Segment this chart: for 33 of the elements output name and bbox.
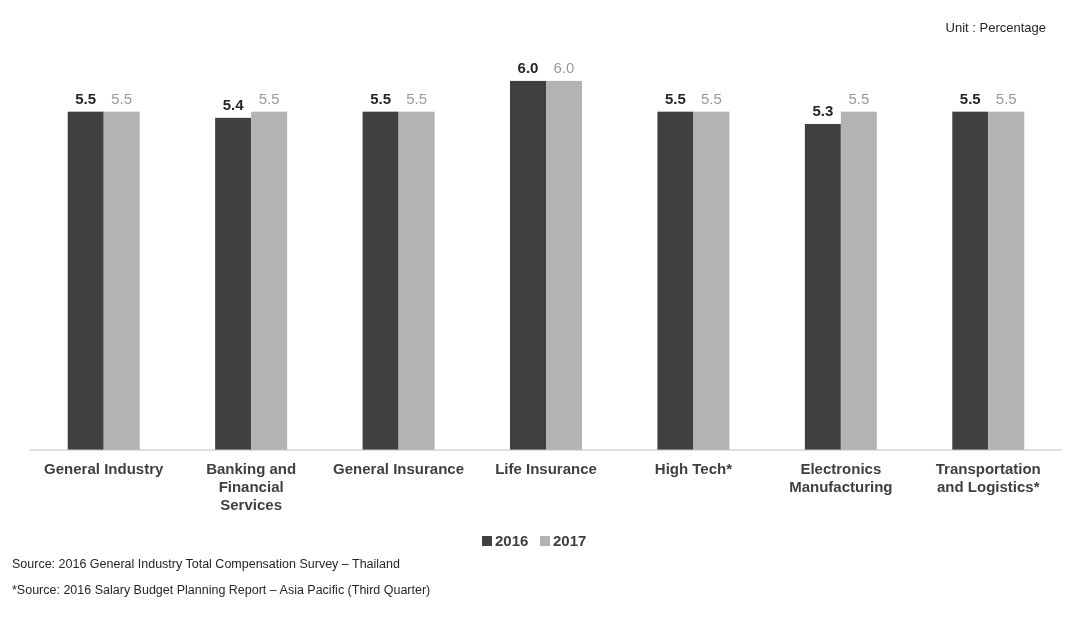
- bar: [657, 111, 694, 450]
- bar: [510, 80, 546, 450]
- data-label: 5.5: [665, 89, 686, 107]
- data-label: 5.5: [258, 89, 280, 107]
- legend-label: 2017: [553, 532, 587, 549]
- x-tick-label: General Insurance: [333, 460, 465, 477]
- data-label: 5.5: [848, 89, 870, 107]
- data-label: 5.3: [812, 101, 834, 119]
- data-label: 6.0: [553, 58, 575, 76]
- data-label: 5.5: [701, 89, 722, 107]
- x-tick-label: Transportation and Logistics*: [935, 460, 1041, 495]
- x-tick-label: Electronics Manufacturing: [789, 460, 893, 495]
- data-label: 6.0: [517, 58, 539, 76]
- bar: [952, 111, 989, 450]
- x-tick-label: Life Insurance: [495, 460, 597, 477]
- data-label: 5.4: [222, 95, 245, 113]
- legend-label: 2016: [495, 532, 529, 549]
- data-label: 5.5: [959, 89, 981, 107]
- bar: [362, 111, 399, 450]
- data-label: 5.5: [75, 89, 97, 107]
- bar: [804, 123, 841, 450]
- text: Unit : Percentage: [945, 20, 1046, 35]
- text: *Source: 2016 Salary Budget Planning Report – Asia Pacific (Third Quarter): [12, 583, 431, 597]
- x-tick-label: General Industry: [44, 460, 164, 477]
- x-tick-label: High Tech*: [654, 460, 733, 477]
- bar: [215, 117, 252, 450]
- data-label: 5.5: [370, 89, 391, 107]
- x-tick-label: Banking and Financial Services: [206, 460, 297, 513]
- data-label: 5.5: [995, 89, 1017, 107]
- data-label: 5.5: [111, 89, 133, 107]
- data-label: 5.5: [406, 89, 427, 107]
- bar: [67, 111, 104, 450]
- source-note: Source: 2016 General Industry Total Compensation Survey – Thailand: [12, 557, 401, 571]
